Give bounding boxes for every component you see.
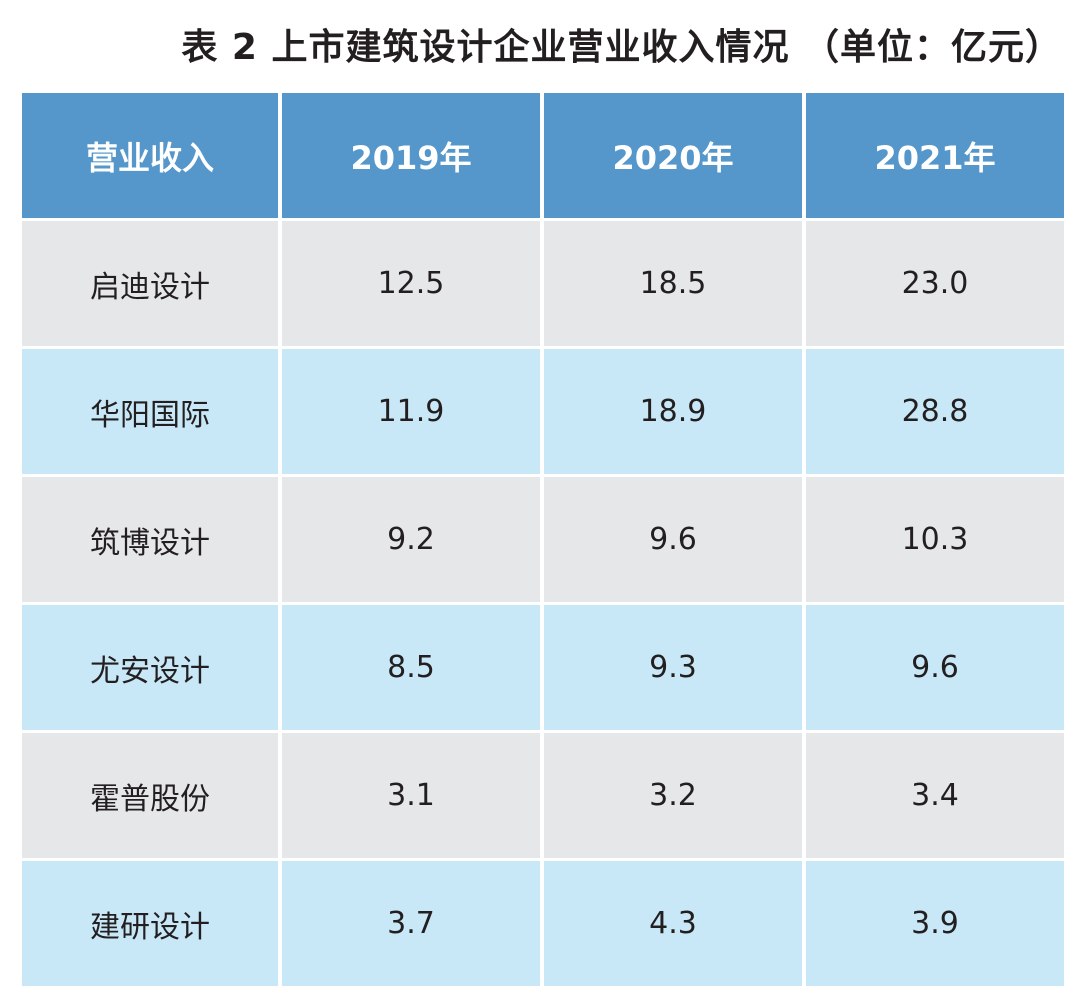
- value-cell: 9.2: [282, 477, 540, 602]
- value-cell: 3.4: [806, 733, 1064, 858]
- value-cell: 9.6: [544, 477, 802, 602]
- header-cell-2019: 2019年: [282, 93, 540, 218]
- company-cell: 启迪设计: [22, 221, 278, 346]
- value-cell: 3.9: [806, 861, 1064, 986]
- value-cell: 11.9: [282, 349, 540, 474]
- header-cell-revenue: 营业收入: [22, 93, 278, 218]
- value-cell: 3.1: [282, 733, 540, 858]
- value-cell: 3.7: [282, 861, 540, 986]
- value-cell: 10.3: [806, 477, 1064, 602]
- header-cell-2021: 2021年: [806, 93, 1064, 218]
- company-cell: 筑博设计: [22, 477, 278, 602]
- value-cell: 9.6: [806, 605, 1064, 730]
- value-cell: 23.0: [806, 221, 1064, 346]
- value-cell: 9.3: [544, 605, 802, 730]
- value-cell: 18.5: [544, 221, 802, 346]
- value-cell: 3.2: [544, 733, 802, 858]
- value-cell: 12.5: [282, 221, 540, 346]
- table-title: 表 2 上市建筑设计企业营业收入情况 （单位：亿元）: [181, 27, 1062, 68]
- company-cell: 霍普股份: [22, 733, 278, 858]
- company-cell: 尤安设计: [22, 605, 278, 730]
- revenue-table: 营业收入 2019年 2020年 2021年 启迪设计 12.5 18.5 23…: [22, 93, 1064, 986]
- value-cell: 4.3: [544, 861, 802, 986]
- company-cell: 建研设计: [22, 861, 278, 986]
- value-cell: 28.8: [806, 349, 1064, 474]
- value-cell: 18.9: [544, 349, 802, 474]
- company-cell: 华阳国际: [22, 349, 278, 474]
- header-cell-2020: 2020年: [544, 93, 802, 218]
- value-cell: 8.5: [282, 605, 540, 730]
